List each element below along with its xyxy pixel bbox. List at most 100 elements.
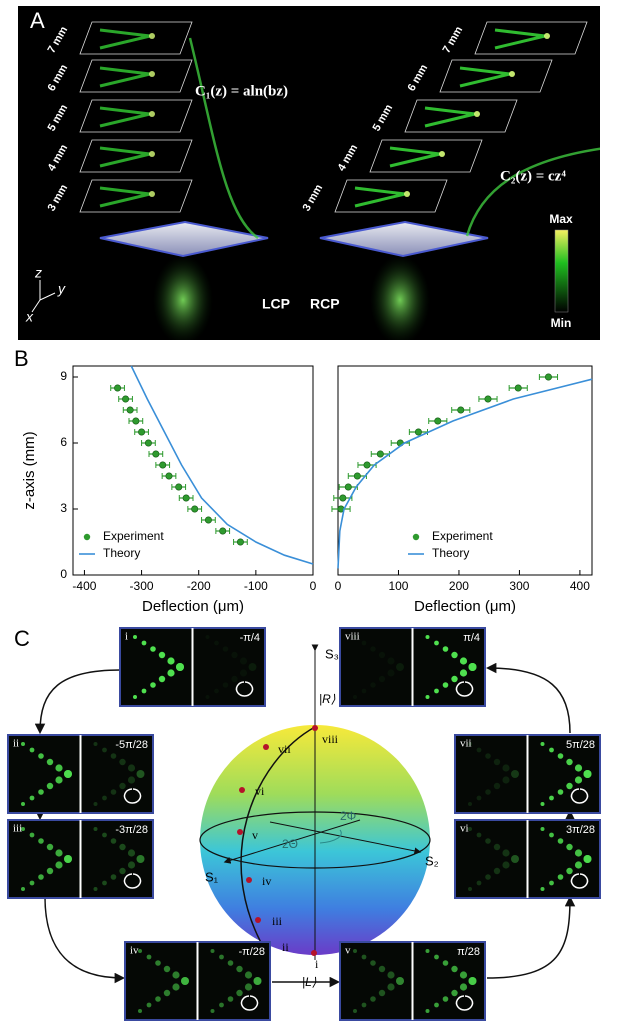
state-point: [246, 877, 252, 883]
beam-spot: [574, 861, 583, 869]
state-label: ii: [282, 940, 289, 954]
beam-spot: [493, 782, 501, 790]
beam-spot: [493, 758, 501, 766]
beam-spot: [574, 764, 583, 772]
beam-spot: [227, 960, 234, 966]
beam-spot: [222, 646, 229, 652]
tile-phase: -π/28: [238, 946, 265, 958]
state-label: viii: [322, 732, 339, 746]
beam-spot: [149, 151, 155, 157]
image-plane: [79, 99, 193, 133]
beam-spot: [119, 867, 126, 875]
beam-spot: [451, 651, 458, 659]
beam-spot: [138, 1009, 142, 1013]
beam-spot: [163, 965, 171, 973]
beam-spot: [502, 764, 510, 772]
data-point: [219, 527, 227, 535]
data-point: [457, 406, 465, 414]
beam-spot: [511, 770, 519, 778]
beam-spot: [353, 1009, 357, 1013]
polarization-icon: [240, 995, 259, 1011]
polarization-icon: [123, 788, 142, 804]
data-point: [122, 395, 130, 403]
beam-spot: [214, 688, 219, 694]
tile-phase: π/28: [457, 946, 480, 958]
tile-numeral: vii: [460, 738, 472, 750]
beam-spot: [21, 827, 25, 831]
beam-spot: [231, 651, 238, 659]
handedness: LCP: [262, 296, 290, 312]
beam-spot: [451, 989, 458, 997]
beam-spot: [540, 827, 545, 831]
axis-label: x: [25, 309, 34, 325]
beam-spot: [434, 688, 439, 694]
beam-spot: [370, 682, 376, 688]
panel-a-background: [18, 6, 600, 340]
x-axis-label: Deflection (μm): [142, 598, 244, 615]
beam-spot: [133, 695, 137, 699]
panel-c-arrows: [34, 662, 576, 988]
data-point: [159, 461, 167, 469]
x-tick-label: 0: [335, 579, 342, 593]
polarization-icon: [455, 995, 474, 1011]
tile-numeral: ii: [13, 738, 19, 750]
beam-spot: [509, 71, 515, 77]
beam-spot: [502, 776, 510, 784]
data-point: [339, 494, 347, 502]
y-tick-label: 0: [60, 567, 67, 581]
beam-spot: [176, 663, 184, 671]
x-tick-label: 200: [449, 579, 469, 593]
beam-spot: [127, 849, 136, 857]
beam-spot: [544, 33, 550, 39]
beam-spot: [387, 669, 395, 677]
beam-spot: [476, 795, 482, 801]
panel-b: -400 -300 -200 -100 0 0 3 6 9 Deflection (μm) z-ax…: [21, 365, 593, 615]
polarization-icon: [455, 681, 474, 697]
polarization-icon: [570, 788, 589, 804]
beam-spot: [136, 770, 145, 778]
beam-spot: [21, 742, 25, 746]
beam-spot: [38, 874, 44, 880]
colorbar-label: Max: [549, 212, 573, 226]
polarization-icon: [235, 681, 254, 697]
beam-spot: [451, 965, 458, 973]
beam-spot: [583, 770, 592, 778]
beam-spot: [244, 971, 253, 979]
x-tick-label: 0: [310, 579, 317, 593]
data-point: [175, 483, 183, 491]
beam-spot: [361, 688, 367, 694]
scene: [31, 37, 600, 340]
equation: C₂(z) = cz⁴: [500, 168, 566, 184]
beam-spot: [110, 789, 117, 795]
beam-spot: [149, 71, 155, 77]
data-point: [114, 384, 122, 392]
beam-spot: [138, 949, 142, 953]
beam-spot: [119, 843, 126, 851]
beam-spot: [150, 682, 156, 688]
beam-spot: [46, 843, 54, 851]
state-label: vi: [255, 784, 265, 798]
beam-spot: [485, 838, 491, 844]
beam-spot: [442, 996, 449, 1002]
beam-spot: [214, 640, 219, 646]
tile-numeral: v: [345, 945, 351, 957]
beam-spot: [566, 758, 573, 766]
beam-spot: [404, 191, 410, 197]
beam-spot: [46, 867, 54, 875]
beam-spot: [387, 971, 395, 979]
beam-spot: [459, 669, 468, 677]
state-label: v: [252, 828, 258, 842]
beam-spot: [476, 832, 482, 838]
beam-spot: [141, 688, 147, 694]
beam-spot: [425, 635, 430, 639]
x-tick-label: -100: [244, 579, 268, 593]
data-point: [484, 395, 492, 403]
beam-spot: [205, 635, 210, 639]
beam-spot: [167, 669, 175, 677]
beam-spot: [222, 682, 229, 688]
beam-spot: [353, 695, 357, 699]
y-tick-label: 6: [60, 435, 67, 449]
beam-spot: [149, 191, 155, 197]
legend-swatch: [83, 533, 91, 541]
beam-spot: [370, 960, 376, 966]
